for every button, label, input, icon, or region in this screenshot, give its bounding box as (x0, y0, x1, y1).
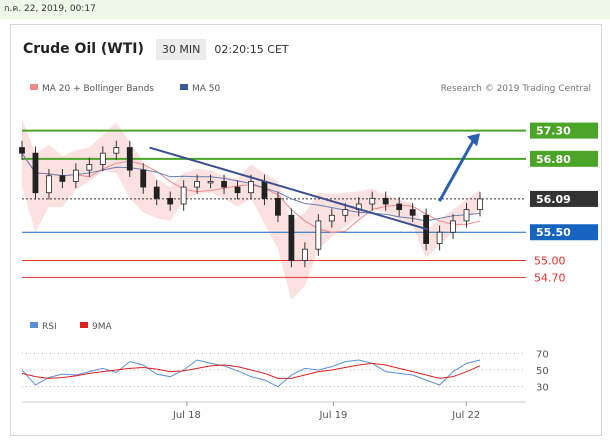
candle (46, 175, 52, 194)
candle (328, 214, 335, 222)
rsi-legend-label-0: RSI (42, 322, 57, 332)
candle (288, 214, 295, 261)
price-tag-57.30 (530, 122, 598, 139)
projection-arrow (438, 138, 476, 202)
x-tick-label: Jul 22 (451, 410, 480, 421)
price-tag-56.09 (530, 190, 598, 207)
chart-header: Crude Oil (WTI) 30 MIN 02:20:15 CET (23, 37, 289, 61)
legend-swatch-0 (30, 84, 38, 90)
candle (126, 147, 133, 171)
candle (261, 181, 268, 199)
price-label-55.50: 55.50 (536, 226, 571, 239)
credit-text: Research © 2019 Trading Central (441, 84, 591, 94)
bollinger-band (22, 119, 480, 300)
rsi-series-9MA (21, 362, 481, 379)
price-label-55.00: 55.00 (534, 254, 566, 267)
candle (248, 181, 254, 194)
candle (450, 220, 456, 233)
candle (32, 152, 39, 194)
x-tick-label: Jul 18 (172, 410, 201, 421)
rsi-tick-70: 70 (536, 349, 549, 360)
price-label-54.70: 54.70 (534, 271, 566, 284)
candle (19, 147, 25, 154)
timeframe-badge[interactable]: 30 MIN (155, 38, 207, 60)
legend-label-0: MA 20 + Bollinger Bands (42, 84, 154, 94)
candle (113, 147, 120, 154)
candle (167, 197, 174, 205)
rsi-tick-30: 30 (536, 383, 549, 394)
price-tag-55.50 (530, 224, 598, 241)
candle (140, 169, 147, 188)
candle (180, 186, 187, 205)
candle (396, 203, 403, 211)
candle (275, 197, 281, 216)
candle (463, 209, 470, 222)
price-tag-56.80 (530, 150, 598, 167)
rsi-legend-swatch-0 (30, 322, 38, 328)
candle (382, 197, 389, 205)
candle (369, 197, 376, 205)
rsi-legend-label-1: 9MA (92, 322, 112, 332)
candle (409, 209, 416, 216)
clock-time: 02:20:15 CET (214, 42, 289, 56)
legend-swatch-1 (180, 84, 188, 90)
x-tick-label: Jul 19 (318, 410, 347, 421)
rsi-series-RSI (21, 359, 481, 388)
candle (99, 152, 106, 165)
date-bar: ก.ค. 22, 2019, 00:17 (0, 0, 610, 19)
candle (86, 164, 93, 171)
chart-title: Crude Oil (WTI) (23, 41, 144, 57)
arrow-head-icon (467, 133, 480, 147)
candle (59, 175, 66, 182)
candle (436, 231, 443, 244)
candle (221, 181, 227, 188)
rsi-legend-swatch-1 (80, 322, 88, 328)
candle (153, 186, 160, 199)
candle (194, 181, 201, 188)
price-label-56.80: 56.80 (536, 153, 571, 166)
trendline (149, 146, 429, 231)
candle (234, 186, 241, 194)
price-label-57.30: 57.30 (536, 125, 571, 138)
candle (342, 209, 349, 216)
price-label-56.09: 56.09 (536, 193, 571, 206)
candle (301, 248, 308, 261)
candle (477, 198, 483, 211)
candle (315, 220, 322, 250)
candle (72, 169, 79, 182)
candle (207, 181, 214, 184)
legend-label-1: MA 50 (192, 84, 221, 94)
rsi-tick-50: 50 (536, 366, 549, 377)
